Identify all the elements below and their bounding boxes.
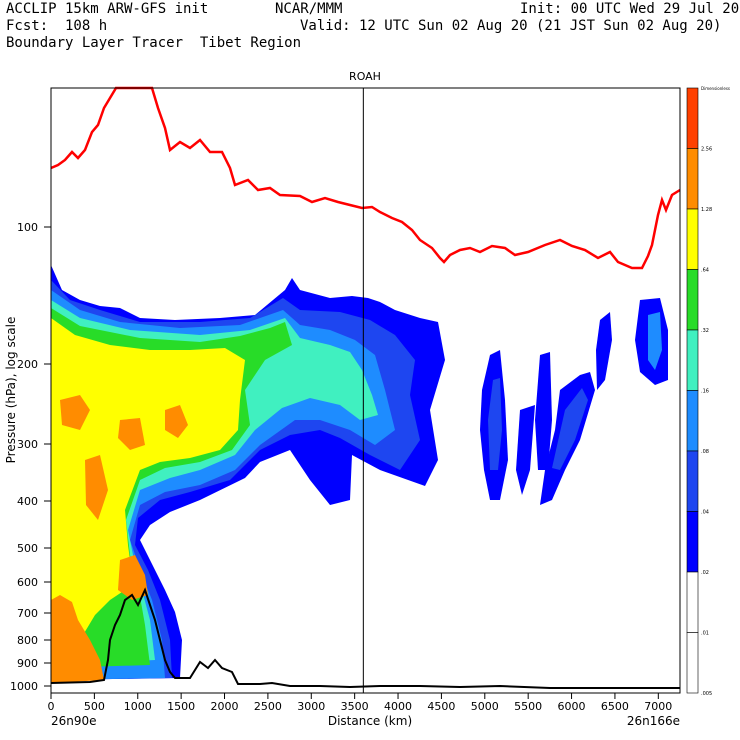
y-tick-label: 200 <box>17 358 38 371</box>
tracer-layer-orange <box>85 455 108 520</box>
colorbar-label: .04 <box>701 510 709 516</box>
y-tick-label: 700 <box>17 607 38 620</box>
y-axis-label: Pressure (hPa), log scale <box>4 317 18 464</box>
terrain-line <box>50 587 680 689</box>
colorbar-swatch <box>686 269 699 331</box>
x-axis: 0 500 1000 1500 2000 2500 3000 3500 4000 4500 5000… <box>48 693 672 713</box>
x-tick-label: 1000 <box>124 700 152 713</box>
y-tick-label: 900 <box>17 657 38 670</box>
x-tick-label: 5000 <box>471 700 499 713</box>
x-tick-label: 4500 <box>427 700 455 713</box>
x-end-label: 26n166e <box>627 714 680 728</box>
org-label: NCAR/MMM <box>275 1 343 17</box>
colorbar: Dimensionless 2.56 1.28 .64 .32 .16 .08 .04 .02.… <box>686 86 730 697</box>
colorbar-label: .02 <box>701 570 709 576</box>
product-title: Boundary Layer Tracer Tibet Region <box>6 35 302 51</box>
y-tick-label: 500 <box>17 542 38 555</box>
x-tick-label: 1500 <box>167 700 195 713</box>
colorbar-swatch <box>686 329 699 391</box>
tracer-layer-orange <box>165 405 188 438</box>
colorbar-swatch <box>686 390 699 452</box>
plot-frame <box>50 87 681 694</box>
x-tick-label: 3000 <box>297 700 325 713</box>
init-time: Init: 00 UTC Wed 29 Jul 20 <box>520 1 740 17</box>
colorbar-swatch <box>686 87 699 149</box>
y-axis: 100 200 300 400 500 600 700 800 900 1000 <box>10 221 51 693</box>
colorbar-label: .16 <box>701 389 709 395</box>
colorbar-label: .64 <box>701 268 709 274</box>
y-tick-label: 400 <box>17 495 38 508</box>
x-tick-label: 6000 <box>558 700 586 713</box>
colorbar-swatch <box>686 632 699 694</box>
x-tick-label: 500 <box>84 700 105 713</box>
x-tick-label: 7000 <box>644 700 672 713</box>
tracer-streak <box>596 312 612 390</box>
tracer-streak <box>648 312 662 370</box>
colorbar-label: 2.56 <box>701 147 712 153</box>
x-tick-label: 5500 <box>514 700 542 713</box>
colorbar-swatch <box>686 208 699 270</box>
x-tick-label: 0 <box>48 700 55 713</box>
x-start-label: 26n90e <box>51 714 97 728</box>
model-title: ACCLIP 15km ARW-GFS init <box>6 1 209 17</box>
x-tick-label: 6500 <box>601 700 629 713</box>
colorbar-swatch <box>686 148 699 210</box>
colorbar-label: .005 <box>701 691 712 697</box>
y-tick-label: 600 <box>17 576 38 589</box>
tracer-streak <box>488 378 502 470</box>
colorbar-label: .01 <box>701 631 709 637</box>
colorbar-label: Dimensionless <box>701 86 730 91</box>
x-tick-label: 3500 <box>341 700 369 713</box>
tracer-layer-orange <box>118 418 145 450</box>
x-tick-label: 2500 <box>254 700 282 713</box>
colorbar-label: .08 <box>701 449 709 455</box>
tracer-layer-yellow <box>51 318 245 668</box>
y-tick-label: 100 <box>17 221 38 234</box>
y-tick-label: 1000 <box>10 680 38 693</box>
colorbar-label: .32 <box>701 328 709 334</box>
valid-time: Valid: 12 UTC Sun 02 Aug 20 (21 JST Sun … <box>300 18 722 34</box>
tracer-streak <box>552 388 588 470</box>
colorbar-swatch <box>686 450 699 512</box>
x-axis-label: Distance (km) <box>328 714 412 728</box>
forecast-hour: Fcst: 108 h <box>6 18 108 34</box>
tracer-layer-orange <box>60 395 90 430</box>
y-tick-label: 300 <box>17 438 38 451</box>
colorbar-label: 1.28 <box>701 207 712 213</box>
y-tick-label: 800 <box>17 634 38 647</box>
colorbar-swatch <box>686 511 699 573</box>
x-tick-label: 2000 <box>211 700 239 713</box>
tracer-field <box>51 265 668 683</box>
tracer-layer-orange <box>118 555 148 600</box>
tracer-streak <box>535 352 552 470</box>
x-tick-label: 4000 <box>384 700 412 713</box>
chart-title: ROAH <box>349 70 381 83</box>
colorbar-swatch <box>686 571 699 633</box>
tracer-layer-orange <box>51 595 104 683</box>
tracer-streak <box>516 405 535 495</box>
